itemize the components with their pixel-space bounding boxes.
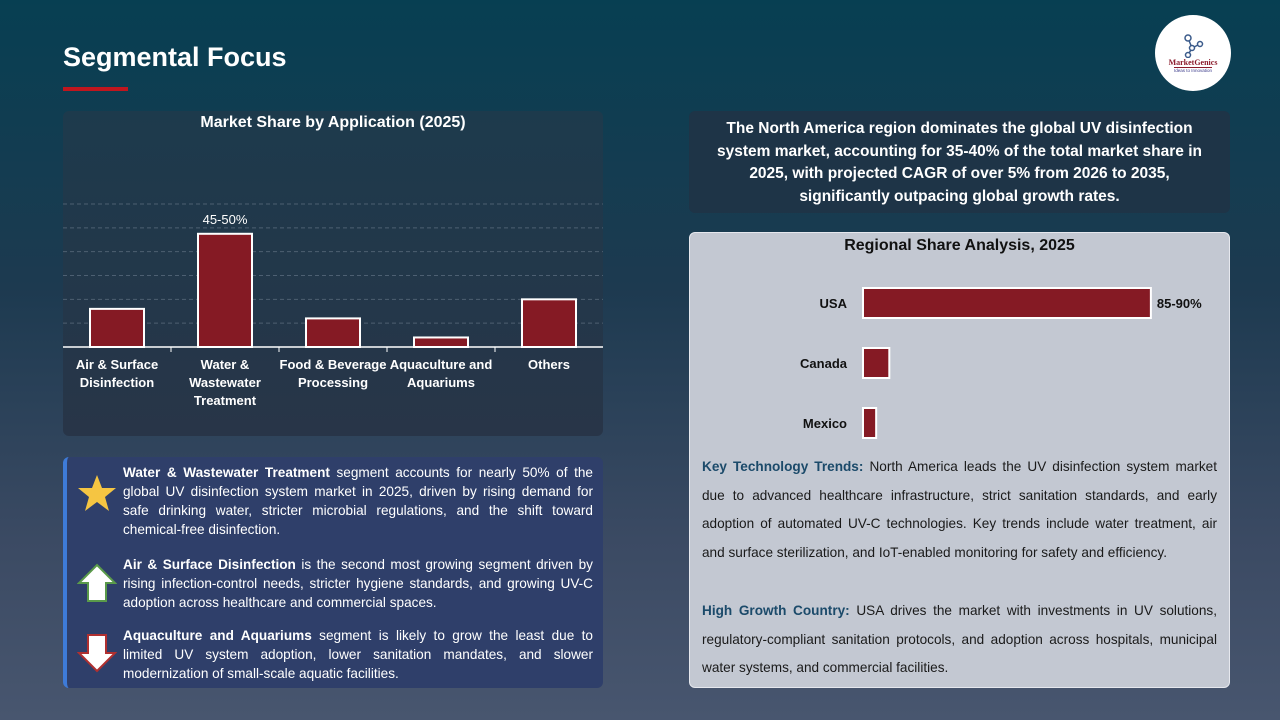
insight-item: Aquaculture and Aquariums segment is lik…	[123, 626, 593, 683]
insight-bold: Water & Wastewater Treatment	[123, 465, 330, 480]
bar	[862, 347, 891, 379]
insight-text: is the second most growing segment drive…	[123, 557, 593, 610]
data-label: 85-90%	[1157, 296, 1202, 311]
trends-label: Key Technology Trends:	[702, 459, 864, 474]
category-label: Others	[528, 357, 570, 372]
category-label: Disinfection	[80, 375, 154, 390]
regional-card: Regional Share Analysis, 2025 USA 85-90% C…	[689, 232, 1230, 688]
data-label: 45-50%	[203, 212, 248, 227]
growth-label: High Growth Country:	[702, 603, 850, 618]
star-icon	[77, 473, 117, 513]
bar	[413, 336, 469, 348]
insight-item: Water & Wastewater Treatment segment acc…	[123, 463, 593, 539]
growth-text: USA drives the market with investments i…	[702, 603, 1217, 676]
category-label: Aquaculture and	[390, 357, 493, 372]
chart-title: Market Share by Application (2025)	[200, 114, 466, 131]
bar	[862, 287, 1152, 319]
category-label: USA	[820, 296, 848, 311]
logo: MarketGenics Ideas to Innovation	[1155, 15, 1231, 91]
arrow-down-icon	[76, 633, 118, 673]
bar	[89, 307, 145, 349]
insights-panel: Water & Wastewater Treatment segment acc…	[63, 457, 603, 688]
insight-bold: Air & Surface Disinfection	[123, 557, 296, 572]
category-label: Treatment	[194, 393, 257, 408]
category-label: Food & Beverage	[280, 357, 387, 372]
summary-box: The North America region dominates the g…	[689, 111, 1230, 213]
insight-bold: Aquaculture and Aquariums	[123, 628, 312, 643]
category-label: Aquariums	[407, 375, 475, 390]
technology-trends: Key Technology Trends: North America lea…	[702, 453, 1217, 568]
bar	[305, 317, 361, 348]
insight-text: segment accounts for nearly 50% of the g…	[123, 465, 593, 537]
application-bar-chart: Air & Surface Disinfection 45-50% Water & Wa…	[63, 203, 603, 408]
arrow-up-icon	[76, 563, 118, 603]
bar	[521, 298, 577, 348]
bar	[197, 232, 253, 348]
category-label: Water &	[201, 357, 250, 372]
application-chart-card: Market Share by Application (2025) Air &…	[63, 111, 603, 436]
insight-text: segment is likely to grow the least due …	[123, 628, 593, 681]
regional-bar-chart: USA 85-90% Canada Mexico	[800, 287, 1202, 439]
regional-chart-title: Regional Share Analysis, 2025	[844, 237, 1075, 254]
page-title: Segmental Focus	[63, 42, 287, 72]
trends-text: North America leads the UV disinfection …	[702, 459, 1217, 561]
logo-name: MarketGenics	[1168, 57, 1218, 67]
molecule-icon	[1184, 33, 1204, 58]
category-label: Processing	[298, 375, 368, 390]
high-growth-country: High Growth Country: USA drives the mark…	[702, 597, 1217, 683]
category-label: Air & Surface	[76, 357, 158, 372]
category-label: Wastewater	[189, 375, 261, 390]
bar	[862, 407, 878, 439]
title-underline	[63, 87, 128, 91]
logo-tagline: Ideas to Innovation	[1173, 66, 1213, 73]
category-label: Canada	[800, 356, 848, 371]
insight-item: Air & Surface Disinfection is the second…	[123, 555, 593, 612]
category-label: Mexico	[803, 416, 847, 431]
